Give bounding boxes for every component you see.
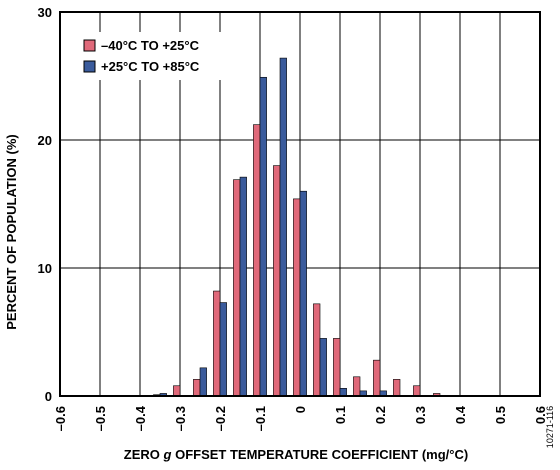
x-tick-label-8: 0.2: [373, 406, 388, 424]
bar-s0-7: [293, 198, 301, 397]
bar-s0-4: [233, 179, 241, 397]
legend-label-1: +25°C TO +85°C: [101, 59, 200, 74]
bar-s1-6: [279, 57, 287, 397]
x-axis-title: ZERO g OFFSET TEMPERATURE COEFFICIENT (m…: [124, 447, 468, 462]
figure-id: 10271-116: [545, 406, 555, 448]
plot-frame: [59, 11, 541, 397]
y-tick-label-0: 0: [45, 389, 52, 404]
y-tick-label-3: 30: [38, 5, 52, 20]
bar-s0-10: [353, 376, 361, 397]
bar-s0-6: [273, 165, 281, 397]
legend-swatch-0: [83, 39, 96, 52]
x-tick-label-6: 0: [293, 406, 308, 413]
x-tick-label-11: 0.5: [493, 406, 508, 424]
x-tick-labels: –0.6 –0.5 –0.4 –0.3 –0.2 –0.1 0 0.1 0.2 0.3 0.4 0.5…: [53, 405, 548, 431]
x-tick-label-12: 0.6: [533, 406, 548, 424]
y-axis-title: PERCENT OF POPULATION (%): [4, 134, 19, 329]
x-tick-label-0: –0.6: [53, 406, 68, 431]
x-tick-label-3: –0.3: [173, 406, 188, 431]
y-tick-label-1: 10: [38, 261, 52, 276]
bar-s0-11: [373, 359, 381, 397]
x-tick-label-10: 0.4: [453, 405, 468, 424]
legend-label-0: –40°C TO +25°C: [101, 38, 200, 53]
bar-s0-9: [333, 338, 341, 397]
bar-s1-9: [339, 388, 347, 397]
bar-s0-12: [393, 379, 401, 397]
bar-s1-3: [219, 302, 227, 397]
bar-s1-8: [319, 338, 327, 397]
bar-s0-8: [313, 303, 321, 397]
x-tick-label-9: 0.3: [413, 406, 428, 424]
y-tick-labels: 0 10 20 30: [38, 5, 52, 404]
bar-s0-13: [413, 385, 421, 397]
bar-s0-1: [173, 385, 181, 397]
bar-s1-4: [239, 176, 247, 397]
bar-s0-2: [193, 379, 201, 397]
legend: –40°C TO +25°C +25°C TO +85°C: [76, 32, 232, 80]
bar-s0-5: [253, 124, 261, 397]
x-tick-label-2: –0.4: [133, 405, 148, 431]
x-tick-label-4: –0.2: [213, 406, 228, 431]
bars: [153, 57, 441, 397]
bar-s1-7: [299, 190, 307, 397]
bar-s0-3: [213, 290, 221, 397]
legend-background: [76, 32, 232, 80]
x-tick-label-7: 0.1: [333, 406, 348, 424]
x-tick-label-5: –0.1: [253, 406, 268, 431]
legend-swatch-1: [83, 60, 96, 73]
bar-s1-2: [199, 367, 207, 397]
bar-s1-5: [259, 76, 267, 397]
x-tick-label-1: –0.5: [93, 406, 108, 431]
y-tick-label-2: 20: [38, 133, 52, 148]
